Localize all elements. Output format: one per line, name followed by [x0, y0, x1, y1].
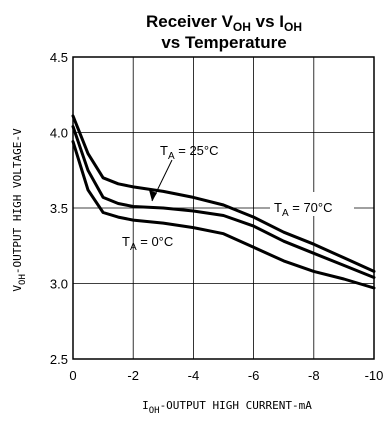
- x-tick-label: -8: [308, 368, 320, 383]
- x-axis-label: IOH-OUTPUT HIGH CURRENT-mA: [142, 399, 312, 416]
- annotations: TA = 25°C TA = 70°C TA = 0°C: [122, 143, 354, 253]
- y-tick-label: 3.0: [50, 277, 68, 292]
- y-tick-label: 4.5: [50, 50, 68, 65]
- anno-arrowhead-25c: [149, 190, 157, 201]
- y-tick-label: 2.5: [50, 352, 68, 367]
- y-tick-label: 4.0: [50, 126, 68, 141]
- x-tick-labels: 0 -2 -4 -6 -8 -10: [69, 368, 383, 383]
- y-axis-label: VOH-OUTPUT HIGH VOLTAGE-V: [11, 128, 28, 292]
- x-tick-label: -4: [188, 368, 200, 383]
- series-line-1: [71, 114, 376, 273]
- chart-title-line2: vs Temperature: [161, 33, 286, 52]
- x-tick-label: -6: [248, 368, 260, 383]
- x-tick-label: -2: [127, 368, 139, 383]
- plot-frame: [72, 56, 375, 360]
- x-tick-label: 0: [69, 368, 76, 383]
- y-tick-label: 3.5: [50, 201, 68, 216]
- series-lines: [71, 114, 376, 290]
- series-line-0: [71, 125, 376, 279]
- series-label-70c: TA = 70°C: [274, 200, 333, 219]
- y-tick-labels: 4.5 4.0 3.5 3.0 2.5: [50, 50, 68, 367]
- series-label-0c: TA = 0°C: [122, 234, 173, 253]
- series-line-2: [71, 140, 376, 290]
- chart-title-line1: Receiver VOH vs IOH: [146, 12, 302, 34]
- series-label-25c: TA = 25°C: [160, 143, 219, 162]
- x-tick-label: -10: [365, 368, 384, 383]
- anno-70-background: [270, 192, 354, 216]
